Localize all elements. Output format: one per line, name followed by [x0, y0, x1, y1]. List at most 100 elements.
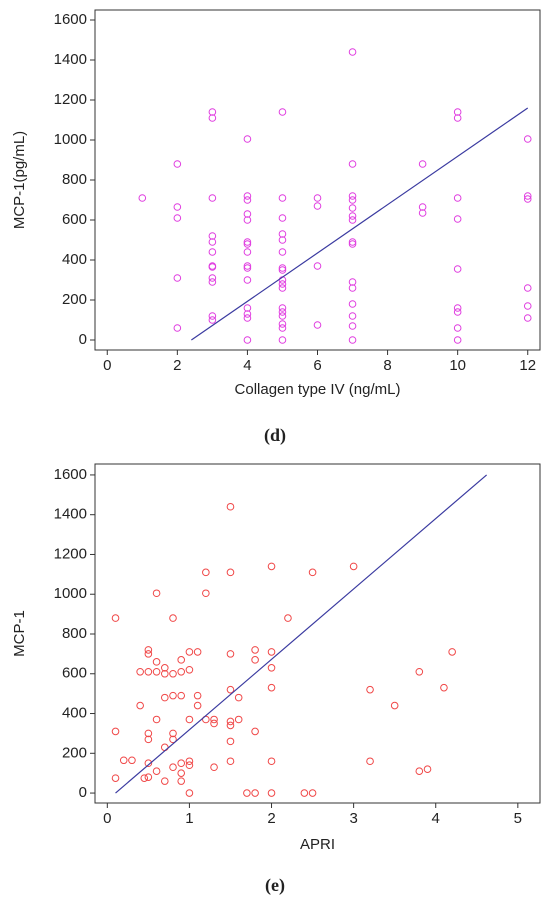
scatter-point	[418, 203, 427, 211]
scatter-point	[177, 769, 186, 777]
scatter-point	[523, 302, 532, 310]
scatter-point	[278, 264, 287, 272]
scatter-point	[144, 650, 153, 658]
scatter-point	[185, 715, 194, 724]
scatter-point	[210, 719, 218, 728]
scatter-point	[267, 789, 276, 797]
scatter-point	[251, 789, 259, 797]
scatter-point	[348, 192, 357, 200]
scatter-point	[523, 192, 532, 200]
scatter-point	[267, 562, 276, 571]
scatter-point	[144, 759, 153, 768]
y-tick-label: 1000	[54, 131, 87, 148]
scatter-point	[278, 308, 287, 316]
scatter-point	[278, 230, 287, 238]
scatter-point	[243, 264, 252, 272]
scatter-point	[177, 656, 186, 664]
x-axis-label: APRI	[300, 836, 335, 853]
scatter-point	[251, 656, 259, 664]
scatter-point	[226, 685, 235, 694]
scatter-point	[251, 727, 259, 736]
scatter-point	[208, 108, 217, 116]
scatter-point	[267, 663, 276, 672]
scatter-point	[160, 663, 169, 672]
x-tick-label: 4	[432, 810, 440, 827]
y-tick-label: 600	[62, 211, 87, 228]
scatter-point	[251, 646, 259, 654]
scatter-point	[169, 735, 177, 744]
scatter-point	[278, 320, 287, 328]
scatter-point	[243, 314, 252, 322]
scatter-point	[202, 589, 210, 598]
scatter-point	[278, 214, 287, 222]
scatter-point	[243, 310, 252, 318]
scatter-point	[173, 324, 182, 332]
x-tick-label: 4	[243, 357, 251, 374]
scatter-point	[138, 194, 147, 202]
x-tick-label: 10	[449, 357, 466, 374]
y-tick-label: 1400	[54, 506, 87, 523]
scatter-point	[453, 108, 462, 116]
scatter-point	[267, 683, 276, 692]
scatter-point	[453, 114, 462, 122]
scatter-point	[348, 300, 357, 308]
scatter-point	[423, 765, 432, 773]
scatter-point	[169, 614, 177, 622]
scatter-point	[348, 204, 357, 212]
scatter-point	[366, 685, 374, 694]
scatter-point	[208, 316, 217, 324]
scatter-point	[453, 324, 462, 332]
scatter-point	[152, 589, 161, 598]
scatter-point	[226, 568, 235, 577]
scatter-point	[208, 274, 217, 282]
scatter-point	[348, 216, 357, 224]
scatter-point	[234, 715, 243, 724]
y-tick-label: 400	[62, 251, 87, 268]
scatter-point	[210, 763, 218, 772]
y-tick-label: 0	[79, 331, 87, 348]
x-tick-label: 1	[185, 810, 193, 827]
scatter-point	[226, 650, 235, 658]
y-tick-label: 1600	[54, 11, 87, 28]
scatter-point	[243, 210, 252, 218]
scatter-point	[128, 756, 136, 765]
scatter-point	[193, 701, 202, 710]
scatter-point	[348, 322, 357, 330]
scatter-point	[173, 274, 182, 282]
scatter-point	[278, 194, 287, 202]
scatter-point	[278, 284, 287, 292]
scatter-point	[415, 667, 424, 676]
scatter-point	[177, 667, 186, 676]
x-tick-label: 5	[514, 810, 522, 827]
scatter-point	[160, 693, 169, 702]
scatter-point	[243, 238, 252, 246]
scatter-point	[185, 789, 194, 797]
scatter-point	[453, 336, 462, 344]
caption: (e)	[265, 875, 285, 896]
scatter-point	[348, 48, 357, 56]
y-axis-label: MCP-1	[11, 610, 28, 657]
scatter-point	[348, 278, 357, 286]
scatter-point	[173, 203, 182, 211]
scatter-point	[144, 667, 153, 676]
scatter-point	[284, 614, 292, 622]
scatter-point	[119, 756, 128, 765]
x-tick-label: 6	[313, 357, 321, 374]
scatter-point	[226, 502, 235, 511]
y-tick-label: 1200	[54, 91, 87, 108]
y-tick-label: 1200	[54, 545, 87, 562]
scatter-point	[348, 160, 357, 168]
scatter-point	[300, 789, 309, 797]
scatter-point	[243, 216, 252, 224]
scatter-point	[348, 312, 357, 320]
scatter-point	[453, 308, 462, 316]
scatter-point	[226, 721, 235, 730]
scatter-point	[440, 683, 448, 692]
scatter-point	[278, 280, 287, 288]
scatter-point	[278, 248, 287, 256]
scatter-point	[278, 236, 287, 244]
scatter-point	[208, 194, 217, 202]
scatter-point	[243, 135, 252, 143]
scatter-point	[208, 248, 217, 256]
